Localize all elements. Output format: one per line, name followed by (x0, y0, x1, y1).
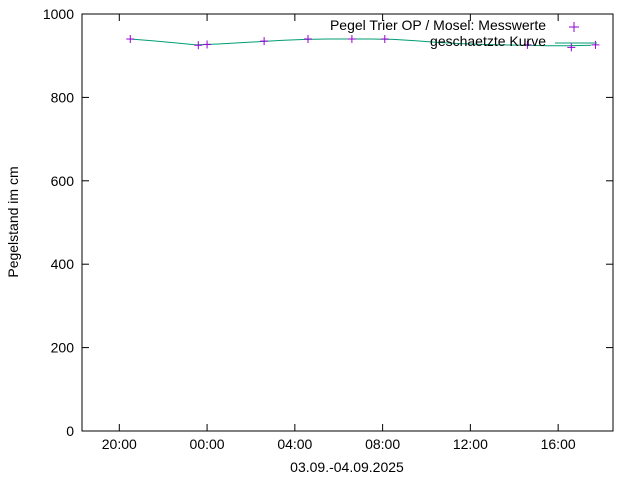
y-axis-label: Pegelstand im cm (5, 166, 21, 277)
y-tick-label: 0 (66, 423, 74, 439)
y-tick-label: 400 (51, 256, 75, 272)
data-point-messwert (194, 41, 203, 50)
legend-label-messwerte: Pegel Trier OP / Mosel: Messwerte (330, 17, 546, 33)
plot-marks (126, 35, 600, 52)
data-point-messwert (380, 35, 389, 44)
x-tick-label: 04:00 (277, 436, 312, 452)
x-axis: 20:00 00:00 04:00 08:00 12:00 16:00 (102, 14, 576, 452)
x-tick-label: 00:00 (190, 436, 225, 452)
legend-label-kurve: geschaetzte Kurve (430, 33, 546, 49)
y-tick-label: 200 (51, 340, 75, 356)
data-point-messwert (304, 35, 313, 44)
y-tick-label: 1000 (43, 6, 74, 22)
y-tick-label: 800 (51, 89, 75, 105)
data-point-messwert (591, 40, 600, 49)
data-point-messwert (203, 40, 212, 49)
data-point-messwert (567, 43, 576, 52)
legend: Pegel Trier OP / Mosel: Messwerte gescha… (330, 17, 597, 49)
legend-marker-messwerte (569, 22, 579, 32)
x-tick-label: 08:00 (365, 436, 400, 452)
y-axis: 0 200 400 600 800 1000 (43, 6, 613, 439)
data-point-messwert (260, 37, 269, 46)
data-point-messwert (523, 40, 532, 49)
x-tick-label: 12:00 (453, 436, 488, 452)
data-point-messwert (347, 35, 356, 44)
x-tick-label: 20:00 (102, 436, 137, 452)
plot-frame (81, 13, 614, 432)
y-tick-label: 600 (51, 173, 75, 189)
x-axis-label: 03.09.-04.09.2025 (290, 459, 404, 475)
data-point-messwert (126, 35, 135, 44)
x-tick-label: 16:00 (541, 436, 576, 452)
